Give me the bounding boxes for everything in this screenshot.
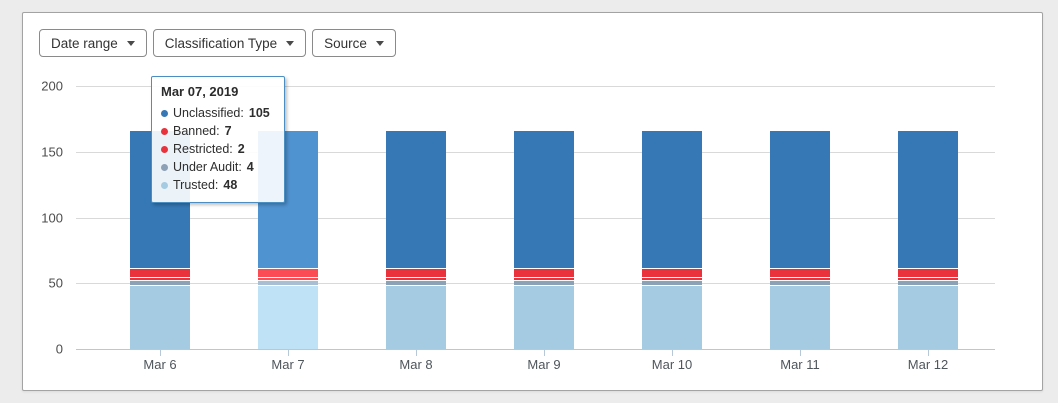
- legend-dot-icon: [161, 127, 168, 135]
- x-axis-tick-label: Mar 11: [780, 357, 820, 372]
- chevron-down-icon: [375, 40, 384, 46]
- source-dropdown[interactable]: Source: [312, 29, 396, 57]
- tooltip-row-value: 7: [224, 124, 232, 138]
- bar-segment-restricted[interactable]: [386, 278, 446, 281]
- tooltip-row-value: 105: [248, 106, 270, 120]
- y-axis-tick-label: 150: [41, 144, 63, 160]
- bar-segment-under-audit[interactable]: [130, 281, 190, 286]
- legend-dot-icon: [161, 109, 168, 117]
- x-axis-tick-label: Mar 10: [651, 357, 693, 372]
- chevron-down-icon: [126, 40, 135, 46]
- tooltip-row: Restricted: 2: [161, 140, 275, 158]
- bar-mar-11[interactable]: [770, 131, 830, 349]
- bar-segment-trusted[interactable]: [258, 286, 318, 349]
- filter-bar: Date range Classification Type Source: [39, 29, 396, 57]
- bar-segment-unclassified[interactable]: [514, 131, 574, 269]
- x-axis-tick: [672, 349, 673, 356]
- bar-mar-10[interactable]: [642, 131, 702, 349]
- x-axis-tick: [288, 349, 289, 356]
- bar-segment-banned[interactable]: [130, 269, 190, 278]
- y-gridline: [76, 86, 995, 87]
- tooltip-row-label: Restricted:: [173, 142, 233, 156]
- bar-segment-restricted[interactable]: [898, 278, 958, 281]
- tooltip-row-value: 48: [223, 178, 238, 192]
- tooltip-row-label: Banned:: [173, 124, 220, 138]
- tooltip-row: Unclassified: 105: [161, 104, 275, 122]
- bar-segment-trusted[interactable]: [770, 286, 830, 349]
- bar-segment-restricted[interactable]: [130, 278, 190, 281]
- x-axis-tick: [160, 349, 161, 356]
- bar-mar-9[interactable]: [514, 131, 574, 349]
- tooltip-row-label: Unclassified:: [173, 106, 244, 120]
- bar-segment-trusted[interactable]: [386, 286, 446, 349]
- tooltip-row-label: Under Audit:: [173, 160, 242, 174]
- tooltip-row-label: Trusted:: [173, 178, 219, 192]
- legend-dot-icon: [161, 145, 168, 153]
- bar-mar-12[interactable]: [898, 131, 958, 349]
- bar-segment-unclassified[interactable]: [386, 131, 446, 269]
- x-axis-tick-label: Mar 8: [399, 357, 433, 372]
- x-axis-tick-label: Mar 6: [143, 357, 177, 372]
- bar-segment-trusted[interactable]: [642, 286, 702, 349]
- bar-segment-restricted[interactable]: [642, 278, 702, 281]
- tooltip-title: Mar 07, 2019: [161, 84, 239, 99]
- bar-segment-trusted[interactable]: [514, 286, 574, 349]
- source-dropdown-label: Source: [324, 35, 367, 51]
- y-axis-tick-label: 0: [55, 341, 63, 357]
- bar-mar-8[interactable]: [386, 131, 446, 349]
- chart-panel: Date range Classification Type Source 0 5…: [22, 12, 1043, 391]
- y-axis-tick-label: 50: [48, 275, 63, 291]
- bar-segment-under-audit[interactable]: [642, 281, 702, 286]
- y-axis-tick-label: 200: [41, 78, 63, 94]
- bar-segment-banned[interactable]: [514, 269, 574, 278]
- bar-segment-restricted[interactable]: [258, 278, 318, 281]
- bar-segment-banned[interactable]: [642, 269, 702, 278]
- bar-segment-banned[interactable]: [898, 269, 958, 278]
- date-range-dropdown-label: Date range: [51, 35, 118, 51]
- x-axis-line: [76, 349, 995, 350]
- bar-segment-under-audit[interactable]: [258, 281, 318, 286]
- chevron-down-icon: [286, 40, 295, 46]
- x-axis-tick: [800, 349, 801, 356]
- classification-type-dropdown[interactable]: Classification Type: [152, 29, 307, 57]
- tooltip-row-value: 4: [246, 160, 254, 174]
- legend-dot-icon: [161, 181, 168, 189]
- legend-dot-icon: [161, 163, 168, 171]
- bar-segment-under-audit[interactable]: [386, 281, 446, 286]
- bar-segment-banned[interactable]: [770, 269, 830, 278]
- x-axis-tick: [416, 349, 417, 356]
- x-axis-tick: [544, 349, 545, 356]
- tooltip-row: Under Audit: 4: [161, 158, 275, 176]
- date-range-dropdown[interactable]: Date range: [39, 29, 147, 57]
- classification-type-dropdown-label: Classification Type: [164, 35, 278, 51]
- bar-segment-banned[interactable]: [386, 269, 446, 278]
- bar-segment-unclassified[interactable]: [770, 131, 830, 269]
- x-axis-tick-label: Mar 9: [527, 357, 561, 372]
- bar-segment-under-audit[interactable]: [514, 281, 574, 286]
- bar-segment-restricted[interactable]: [770, 278, 830, 281]
- bar-segment-banned[interactable]: [258, 269, 318, 278]
- bar-segment-trusted[interactable]: [898, 286, 958, 349]
- bar-segment-unclassified[interactable]: [642, 131, 702, 269]
- bar-segment-under-audit[interactable]: [770, 281, 830, 286]
- x-axis-tick-label: Mar 7: [271, 357, 305, 372]
- bar-segment-unclassified[interactable]: [898, 131, 958, 269]
- tooltip-row-value: 2: [237, 142, 245, 156]
- tooltip-row: Trusted: 48: [161, 176, 275, 194]
- tooltip-row: Banned: 7: [161, 122, 275, 140]
- y-axis-tick-label: 100: [41, 210, 63, 225]
- bar-segment-under-audit[interactable]: [898, 281, 958, 286]
- bar-segment-restricted[interactable]: [514, 278, 574, 281]
- bar-segment-trusted[interactable]: [130, 286, 190, 349]
- x-axis-tick: [928, 349, 929, 356]
- x-axis-tick-label: Mar 12: [907, 357, 949, 372]
